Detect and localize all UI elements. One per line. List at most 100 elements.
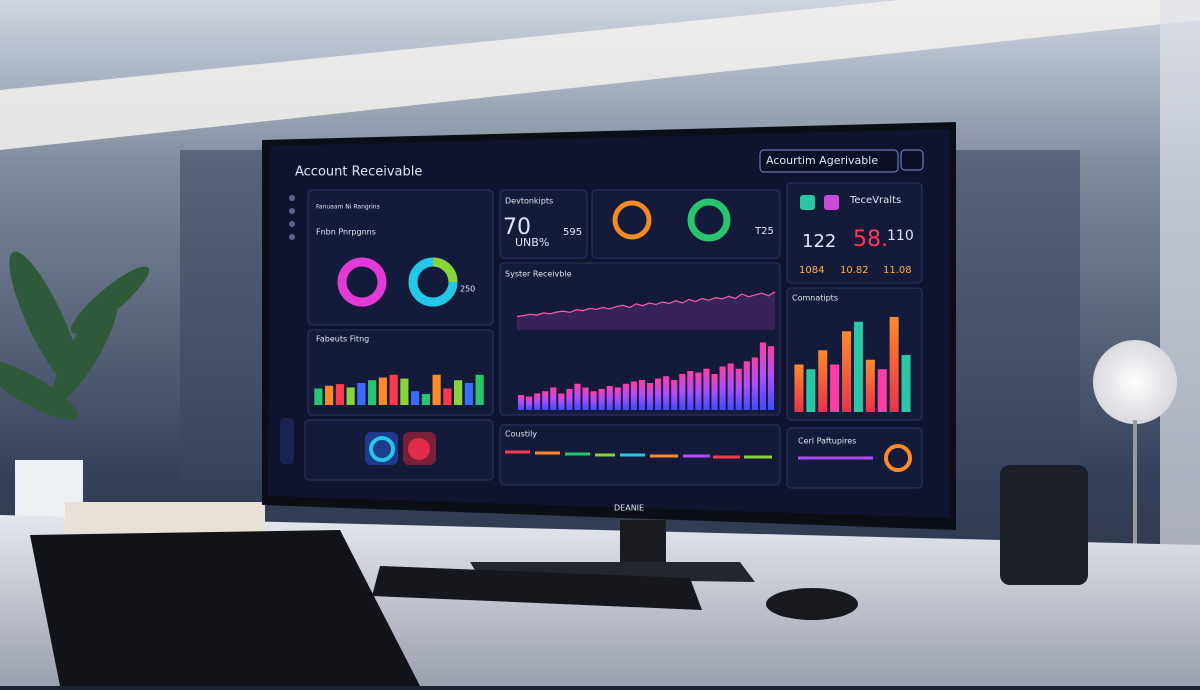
bar (638, 380, 646, 410)
panel-kpi (499, 189, 588, 259)
panel-title: Fabeuts Fitng (316, 335, 369, 344)
chair-right (1000, 465, 1088, 585)
bar (606, 386, 613, 410)
bar (663, 376, 670, 410)
bar (630, 381, 637, 410)
panel-title: TeceVralts (849, 195, 901, 206)
bar (335, 384, 344, 405)
lamp (1093, 340, 1177, 424)
bar (454, 380, 463, 405)
bar (590, 391, 597, 410)
bar (727, 363, 734, 410)
bar (582, 387, 589, 410)
icon (824, 195, 839, 210)
kpi-unit: UNB% (515, 236, 549, 249)
bar (411, 391, 420, 405)
search-box[interactable] (759, 149, 899, 173)
bar (901, 355, 911, 412)
bar (432, 374, 441, 405)
search-button[interactable] (900, 149, 924, 171)
bar (759, 342, 766, 410)
bar (368, 380, 377, 405)
bar (703, 368, 710, 410)
bar (550, 387, 557, 410)
kpi-sub: 1084 (799, 265, 824, 276)
donut-segment (432, 257, 458, 283)
bar (378, 377, 387, 405)
bar (346, 387, 355, 405)
kpi-sub: 11.08 (883, 265, 912, 276)
kpi: 58. (853, 227, 888, 252)
kpi: 110 (887, 228, 914, 244)
bar (534, 393, 541, 410)
bar (517, 395, 525, 410)
chair-front (30, 530, 420, 686)
bar (357, 383, 366, 405)
panel-title: Cerl Paftupires (798, 437, 856, 446)
bar (735, 368, 742, 410)
panel-title: Devtonkipts (505, 197, 553, 206)
bar (842, 331, 852, 412)
panel-title: Fnbn Pnrpgnns (316, 228, 376, 237)
keyboard (372, 566, 702, 610)
bar (325, 385, 334, 405)
bar (464, 383, 473, 405)
bar (687, 371, 694, 410)
bar (853, 321, 863, 412)
icon (408, 438, 430, 460)
area (517, 291, 775, 330)
bar (566, 389, 573, 410)
bar (767, 346, 775, 410)
dashboard: Account Receivable Acourtim Agerivable F… (280, 149, 924, 489)
sidebar (280, 195, 295, 464)
country-lines (505, 450, 772, 459)
bar (542, 391, 549, 410)
bar (421, 394, 430, 405)
panel-receivables (786, 182, 923, 284)
bar (679, 374, 686, 410)
ring (884, 444, 912, 472)
bar (865, 359, 875, 412)
bar (743, 361, 750, 410)
brand: DEANIE (614, 504, 644, 513)
kpi-side: 595 (563, 227, 582, 238)
bar (719, 366, 726, 410)
bar (622, 383, 629, 410)
bar (877, 369, 887, 412)
panel-legend: Fanuaam Ni Rangrins (316, 204, 380, 211)
gauge (612, 200, 652, 240)
bar (443, 388, 452, 405)
bar (830, 364, 840, 412)
bar (574, 383, 581, 410)
kpi-sub: 10.82 (840, 265, 869, 276)
panel-title: Comnatipts (792, 294, 838, 303)
books (65, 502, 265, 532)
line (516, 291, 776, 318)
bar (314, 388, 323, 405)
bar (671, 380, 678, 410)
bar (711, 374, 718, 410)
dashboard-title: Account Receivable (295, 165, 422, 180)
panel-title: Syster Receivble (505, 270, 572, 279)
plant (0, 251, 150, 421)
bar (655, 378, 662, 410)
bar (558, 393, 565, 410)
icon (369, 436, 395, 462)
panel-icons (304, 419, 494, 481)
lamp-pole (1133, 420, 1137, 590)
bar (751, 357, 758, 410)
bar (400, 378, 409, 405)
bar (646, 383, 654, 410)
monitor-neck (620, 520, 666, 570)
donut-center: 250 (460, 285, 475, 294)
bar (526, 396, 533, 410)
bar (614, 387, 621, 410)
bar (889, 317, 899, 412)
bar (818, 350, 828, 412)
bar (389, 374, 398, 405)
gauge (687, 198, 731, 242)
pillar (1160, 0, 1200, 580)
panel-title: Coustily (505, 430, 537, 439)
panel-gauges (591, 189, 781, 259)
bar (695, 372, 702, 410)
